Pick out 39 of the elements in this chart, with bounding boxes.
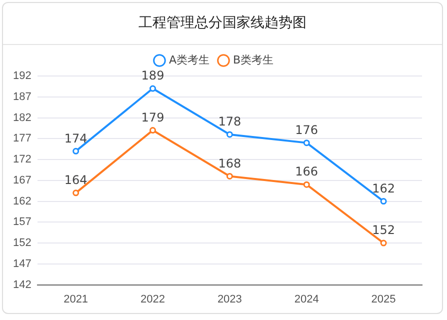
point xyxy=(380,240,387,246)
data-label: 164 xyxy=(64,173,88,188)
y-tick-label: 147 xyxy=(12,258,32,270)
x-tick-label: 2022 xyxy=(140,293,165,306)
point xyxy=(149,127,156,134)
y-tick-label: 187 xyxy=(12,90,32,103)
x-tick-label: 2021 xyxy=(64,293,88,306)
data-label: 168 xyxy=(218,156,242,170)
chart-title: 工程管理总分国家线趋势图 xyxy=(3,3,442,45)
x-tick-label: 2023 xyxy=(217,293,242,306)
legend-label: A类考生 xyxy=(168,53,210,66)
y-tick-label: 142 xyxy=(12,278,32,291)
y-tick-label: 152 xyxy=(12,237,32,250)
data-label: 162 xyxy=(372,181,395,196)
x-tick-label: 2024 xyxy=(294,293,319,306)
point xyxy=(303,140,310,146)
data-label: 176 xyxy=(295,122,318,137)
data-label: 178 xyxy=(218,114,242,129)
y-tick-label: 192 xyxy=(12,70,32,82)
data-label: 189 xyxy=(141,68,164,83)
data-label: 174 xyxy=(64,131,88,146)
y-tick-label: 182 xyxy=(12,112,32,124)
point xyxy=(380,198,387,205)
point xyxy=(226,131,233,138)
y-tick-label: 167 xyxy=(12,174,32,186)
y-tick-label: 162 xyxy=(12,195,32,208)
point xyxy=(149,85,156,92)
data-label: 179 xyxy=(141,110,164,124)
data-label: 166 xyxy=(295,164,318,179)
x-tick-label: 2025 xyxy=(371,293,396,306)
y-tick-label: 177 xyxy=(12,132,32,145)
point xyxy=(72,190,80,196)
y-tick-label: 157 xyxy=(12,216,32,228)
point xyxy=(72,148,80,154)
point xyxy=(303,181,310,188)
point xyxy=(226,172,233,180)
legend-label: B类考生 xyxy=(232,53,274,66)
y-tick-label: 172 xyxy=(12,154,32,166)
data-label: 152 xyxy=(372,223,395,238)
